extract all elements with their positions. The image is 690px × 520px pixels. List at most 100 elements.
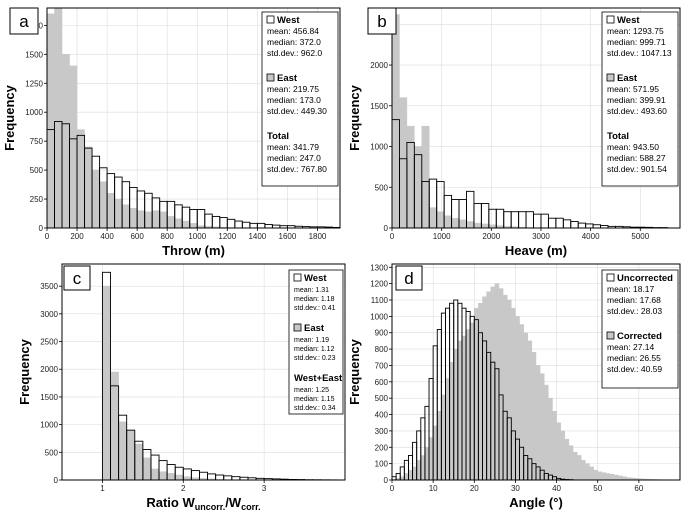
bar-west — [480, 203, 490, 229]
bar-west — [196, 209, 206, 229]
panel-letter-box — [395, 265, 423, 291]
bar-corrected — [613, 474, 619, 481]
bar-west — [525, 211, 534, 229]
bar-uncorrected — [502, 410, 508, 481]
bar-west — [126, 429, 136, 481]
bar-west — [54, 121, 63, 229]
bar-west — [166, 200, 176, 229]
bar-west — [215, 474, 225, 481]
y-tick-label: 0 — [39, 224, 44, 233]
y-tick-label: 700 — [375, 361, 389, 370]
bar-west — [234, 220, 243, 229]
bar-corrected — [560, 430, 566, 481]
x-tick-label: 0 — [390, 484, 395, 493]
legend-stat: std.dev.: 28.03 — [607, 306, 662, 316]
legend-title: West+East — [294, 373, 343, 384]
bar-uncorrected — [420, 417, 426, 481]
x-tick-label: 0 — [45, 232, 50, 241]
legend-stat: median: 17.68 — [607, 295, 661, 305]
panel-c: 1 2 3 0 500 1000 1500 2000 2500 3000 3500 Ratio Wun… — [17, 263, 346, 512]
bar-west — [264, 224, 273, 229]
x-tick-label: 20 — [470, 484, 479, 493]
x-tick-label: 1400 — [248, 232, 266, 241]
bar-west — [101, 271, 111, 481]
y-tick-label: 500 — [30, 166, 44, 175]
bar-west — [555, 217, 564, 229]
x-tick-label: 800 — [161, 232, 175, 241]
y-axis-label: Frequency — [2, 84, 17, 151]
x-tick-label: 1800 — [309, 232, 327, 241]
legend-stat: median: 999.71 — [607, 37, 666, 47]
x-axis-label-subscript: uncorr. — [195, 502, 226, 512]
y-tick-label: 900 — [375, 329, 389, 338]
bar-corrected — [589, 466, 594, 481]
bar-west — [150, 454, 160, 481]
y-tick-label: 3000 — [40, 310, 58, 319]
y-tick-label: 100 — [375, 460, 389, 469]
bar-west — [495, 208, 505, 229]
legend-title: Uncorrected — [617, 273, 673, 284]
plot-frame — [61, 263, 346, 481]
bar-west — [223, 475, 233, 481]
legend-title: Total — [267, 131, 289, 142]
legend-stat: std.dev.: 0.34 — [294, 405, 336, 412]
legend-swatch — [293, 273, 302, 282]
legend-title: East — [277, 73, 298, 84]
bar-uncorrected — [535, 466, 541, 481]
bar-uncorrected — [428, 378, 434, 481]
x-tick-label: 3 — [262, 484, 267, 493]
legend-stat: std.dev.: 1047.13 — [607, 48, 672, 58]
legend-swatch — [606, 15, 615, 24]
x-axis-label: Angle (°) — [509, 495, 563, 510]
bar-uncorrected — [461, 307, 467, 481]
legend-title: East — [617, 73, 638, 84]
legend-stat: mean: 219.75 — [267, 84, 319, 94]
x-tick-label: 1 — [100, 484, 105, 493]
y-tick-label: 500 — [375, 394, 389, 403]
bar-west — [174, 204, 183, 229]
y-tick-label: 500 — [375, 183, 389, 192]
panel-letter-box — [9, 7, 39, 35]
y-tick-label: 800 — [375, 345, 389, 354]
legend-swatch — [266, 73, 275, 82]
bar-uncorrected — [510, 430, 516, 481]
bar-west — [219, 217, 228, 229]
y-tick-label: 0 — [54, 476, 59, 485]
panel-b: 0100020003000400050000500100015002000250… — [347, 7, 681, 258]
y-tick-label: 2000 — [40, 365, 58, 374]
bar-west — [134, 440, 144, 481]
legend-swatch — [606, 73, 615, 82]
bar-west — [413, 154, 423, 229]
y-tick-label: 600 — [375, 378, 389, 387]
x-tick-label: 2 — [181, 484, 186, 493]
bar-corrected — [535, 365, 541, 481]
legend-stat: mean: 27.14 — [607, 342, 655, 352]
bar-west — [159, 200, 168, 229]
legend-stat: mean: 1293.75 — [607, 26, 664, 36]
legend-swatch — [293, 323, 302, 332]
x-tick-label: 2000 — [482, 232, 500, 241]
bar-west — [518, 211, 527, 229]
bar-west — [540, 213, 549, 229]
legend-box — [288, 269, 344, 415]
panel-letter-box — [367, 7, 397, 35]
legend-swatch — [606, 331, 615, 340]
y-tick-label: 1200 — [370, 280, 388, 289]
legend-swatch — [266, 15, 275, 24]
bar-west — [570, 221, 579, 229]
bar-uncorrected — [449, 302, 455, 481]
bar-uncorrected — [440, 312, 446, 481]
x-tick-label: 200 — [70, 232, 84, 241]
x-tick-label: 600 — [130, 232, 144, 241]
bar-west — [211, 215, 221, 229]
bar-west — [158, 460, 168, 481]
bar-uncorrected — [453, 299, 459, 481]
bar-west — [256, 222, 266, 229]
bar-west — [84, 147, 93, 229]
legend-stat: mean: 571.95 — [607, 84, 659, 94]
bar-corrected — [605, 473, 611, 481]
bar-corrected — [593, 469, 598, 481]
bar-west — [69, 138, 78, 229]
